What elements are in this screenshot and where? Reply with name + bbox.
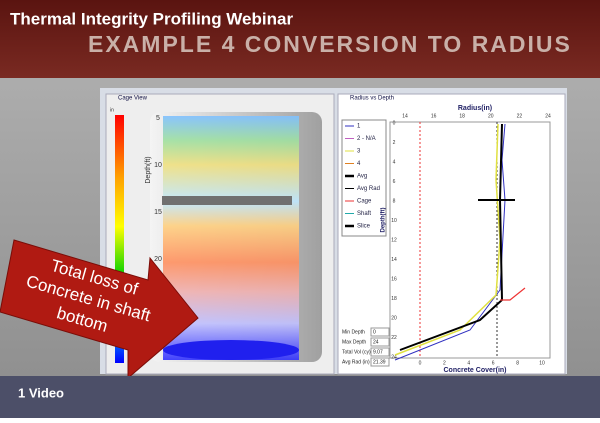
depth-tick: 10 <box>154 162 162 169</box>
plot-area <box>389 121 551 359</box>
legend-label: 3 <box>357 149 361 155</box>
footer-band <box>0 376 600 418</box>
field-value: 0 <box>373 329 376 335</box>
top-axis-label: Radius(in) <box>458 105 492 112</box>
depth-tick: 15 <box>154 209 162 216</box>
profile-curves <box>394 122 526 361</box>
top-tick: 20 <box>488 113 494 119</box>
depth-tick: 6 <box>393 179 396 185</box>
shaft-bottom <box>163 340 299 360</box>
legend-label: Avg Rad <box>357 186 380 192</box>
legend-label: Avg <box>357 174 367 180</box>
depth-tick: 2 <box>393 140 396 146</box>
legend-label: 1 <box>357 124 361 130</box>
field-label: Max Depth <box>342 339 366 345</box>
depth-tick: 24 <box>391 354 397 360</box>
legend-label: 4 <box>357 161 361 167</box>
panel-title: Cage View <box>118 96 148 102</box>
depth-tick: 8 <box>393 198 396 204</box>
scale-unit: in <box>110 107 114 113</box>
field-label: Min Depth <box>342 329 365 335</box>
top-tick: 14 <box>402 113 408 119</box>
field-label: Avg Rad (in) <box>342 359 370 365</box>
field-value: 21.39 <box>373 359 386 365</box>
top-tick: 18 <box>459 113 465 119</box>
field-input <box>370 347 390 357</box>
slice-band <box>162 196 292 205</box>
depth-tick: 5 <box>156 115 160 122</box>
depth-tick: 10 <box>391 218 397 224</box>
legend-label: 2 - N/A <box>357 136 376 142</box>
depth-label: Depth(ft) <box>145 156 152 183</box>
legend-label: Shaft <box>357 211 371 217</box>
field-value: 9.07 <box>373 349 383 355</box>
top-tick: 22 <box>517 113 523 119</box>
top-tick: 16 <box>431 113 437 119</box>
color-scale <box>115 115 124 363</box>
field-input <box>370 337 390 347</box>
field-label: Total Vol (cy) <box>342 349 371 355</box>
depth-label: Depth(ft) <box>381 208 387 233</box>
bottom-tick: 10 <box>539 360 545 366</box>
header-title: Thermal Integrity Profiling Webinar <box>10 9 293 28</box>
bottom-tick: 2 <box>443 360 446 366</box>
depth-tick: 14 <box>391 257 397 263</box>
depth-tick: 18 <box>391 296 397 302</box>
header-band <box>0 0 600 78</box>
footer-label: 1 Video <box>18 385 64 400</box>
field-input <box>370 357 390 367</box>
bottom-tick: 4 <box>467 360 470 366</box>
legend-box <box>341 119 387 237</box>
field-input <box>370 327 390 337</box>
top-tick: 24 <box>545 113 551 119</box>
bottom-tick: 0 <box>419 360 422 366</box>
panel-title: Radius vs Depth <box>350 96 394 102</box>
depth-tick: 0 <box>393 120 396 126</box>
depth-tick: 16 <box>391 276 397 282</box>
bottom-tick: 8 <box>516 360 519 366</box>
depth-tick: 20 <box>391 315 397 321</box>
field-value: 24 <box>373 339 379 345</box>
bottom-tick: 6 <box>492 360 495 366</box>
legend-label: Cage <box>357 199 372 205</box>
bottom-axis-label: Concrete Cover(in) <box>443 367 506 374</box>
depth-tick: 22 <box>391 335 397 341</box>
depth-tick: 4 <box>393 159 396 165</box>
depth-tick: 12 <box>391 237 397 243</box>
header-subtitle: EXAMPLE 4 CONVERSION TO RADIUS <box>88 31 572 57</box>
legend-label: Slice <box>357 224 371 230</box>
depth-tick: 20 <box>154 256 162 263</box>
